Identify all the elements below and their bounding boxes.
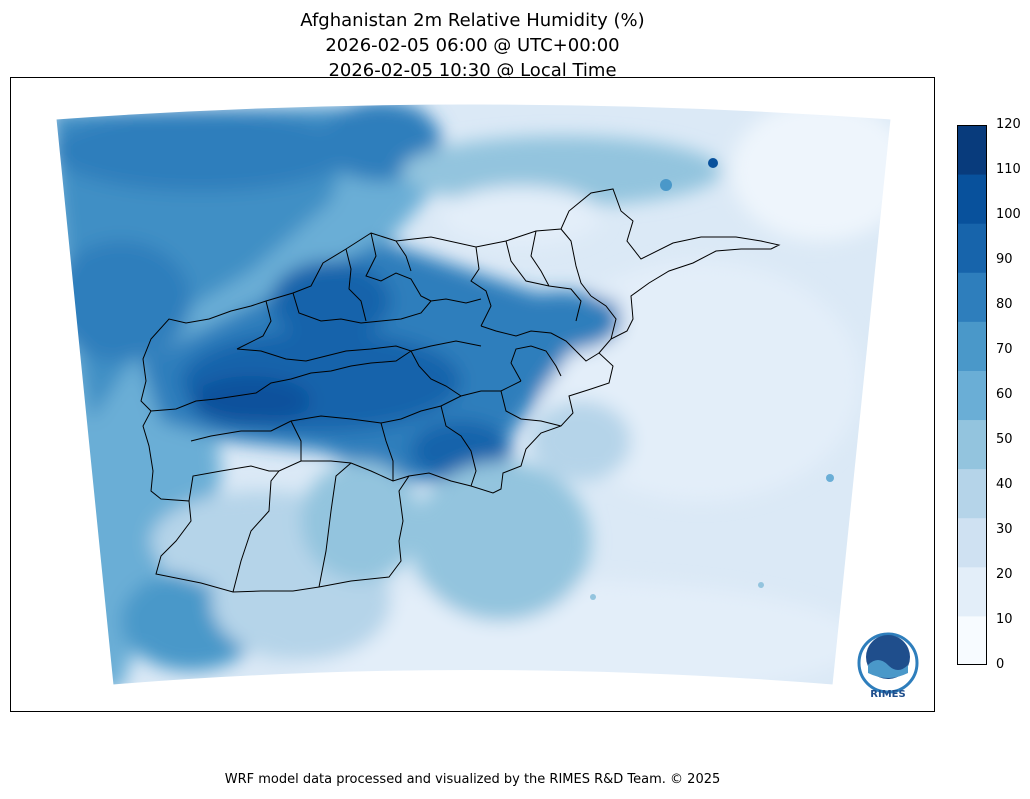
- colorbar-tick-label: 30: [996, 522, 1013, 537]
- footer-credit: WRF model data processed and visualized …: [224, 772, 721, 787]
- colorbar-tick-label: 70: [996, 342, 1013, 357]
- colorbar-tick-label: 0: [996, 657, 1005, 672]
- title-line-2: 2026-02-05 06:00 @ UTC+00:00: [325, 35, 620, 56]
- colorbar-tick-label: 40: [996, 477, 1013, 492]
- colorbar: [957, 125, 987, 665]
- colorbar-cell: [957, 468, 987, 519]
- colorbar-tick-label: 10: [996, 612, 1013, 627]
- rimes-logo-text: RIMES: [870, 689, 905, 700]
- colorbar-tick-label: 50: [996, 432, 1013, 447]
- humidity-map[interactable]: RIMES: [11, 78, 935, 712]
- colorbar-tick-label: 80: [996, 297, 1013, 312]
- colorbar-cell: [957, 615, 987, 665]
- colorbar-cell: [957, 174, 987, 224]
- map-frame[interactable]: RIMES: [10, 77, 935, 712]
- colorbar-cell: [957, 517, 987, 568]
- colorbar-tick-label: 120: [996, 117, 1021, 132]
- colorbar-cells: [957, 125, 987, 665]
- colorbar-tick-label: 110: [996, 162, 1021, 177]
- colorbar-tick-label: 60: [996, 387, 1013, 402]
- colorbar-cell: [957, 223, 987, 273]
- colorbar-cell: [957, 272, 987, 322]
- colorbar-cell: [957, 419, 987, 470]
- province-boundaries: [140, 188, 781, 593]
- colorbar-tick-label: 90: [996, 252, 1013, 267]
- title-line-3: 2026-02-05 10:30 @ Local Time: [328, 60, 617, 81]
- rimes-logo: RIMES: [857, 632, 919, 700]
- colorbar-cell: [957, 125, 987, 175]
- humidity-field: [56, 104, 891, 685]
- colorbar-cell: [957, 321, 987, 371]
- title-line-1: Afghanistan 2m Relative Humidity (%): [300, 10, 645, 31]
- colorbar-cell: [957, 566, 987, 617]
- colorbar-tick-label: 20: [996, 567, 1013, 582]
- country-outline: [140, 188, 781, 593]
- map-title: Afghanistan 2m Relative Humidity (%) 202…: [10, 8, 935, 83]
- colorbar-cell: [957, 370, 987, 421]
- colorbar-tick-label: 100: [996, 207, 1021, 222]
